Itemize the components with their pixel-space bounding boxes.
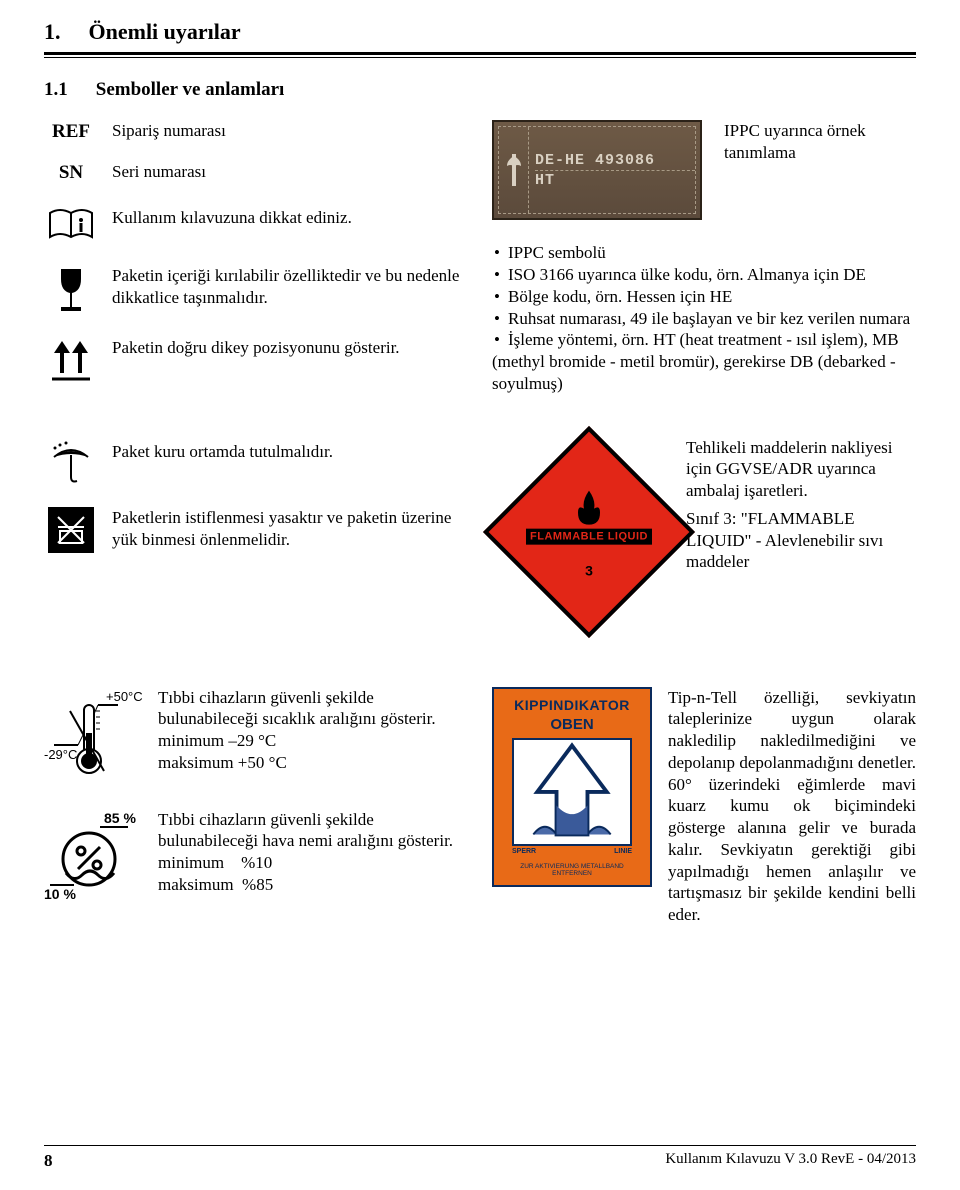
section-number: 1. <box>44 18 61 46</box>
temp-max: maksimum +50 °C <box>158 752 468 774</box>
temp-lower: -29°C <box>44 747 77 762</box>
manual-icon <box>44 207 98 243</box>
row-tip-n-tell: KIPPINDIKATOR OBEN SPERR LINIE ZUR AKTIV… <box>492 687 916 926</box>
flammable-desc: Tehlikeli maddelerin nakliyesi için GGVS… <box>686 437 916 574</box>
ippc-bullet: Ruhsat numarası, 49 ile başlayan ve bir … <box>492 308 916 330</box>
section-title: Önemli uyarılar <box>89 18 241 46</box>
lower-right: KIPPINDIKATOR OBEN SPERR LINIE ZUR AKTIV… <box>492 687 916 948</box>
sn-label: SN <box>44 161 98 185</box>
humid-upper: 85 % <box>104 810 136 826</box>
content-columns: REF Sipariş numarası SN Seri numarası Ku… <box>44 120 916 638</box>
row-humidity: 85 % 10 % Tıbbi cihazların güvenli şekil… <box>44 809 468 899</box>
ippc-line1: DE-HE 493086 <box>535 151 695 171</box>
footer-right: Kullanım Kılavuzu V 3.0 RevE - 04/2013 <box>665 1150 916 1172</box>
sn-desc: Seri numarası <box>112 161 468 183</box>
heading-divider <box>44 57 916 58</box>
lower-columns: +50°C -29°C Tıbbi cihazların güvenli şek… <box>44 687 916 948</box>
row-upright: Paketin doğru dikey pozisyonunu gösterir… <box>44 337 468 383</box>
flammable-class: 3 <box>585 562 593 580</box>
ref-label: REF <box>44 120 98 144</box>
temperature-desc: Tıbbi cihazların güvenli şekilde bulunab… <box>158 687 468 774</box>
flammable-liquid-icon: FLAMMABLE LIQUID 3 <box>492 437 672 617</box>
humid-min: minimum %10 <box>158 852 468 874</box>
ippc-plate-icon: DE-HE 493086 HT <box>492 120 702 220</box>
section-heading: 1. Önemli uyarılar <box>44 18 916 55</box>
tip-desc: Tip-n-Tell özelliği, sevkiyatın talepler… <box>668 687 916 926</box>
subsection-heading: 1.1 Semboller ve anlamları <box>44 78 916 102</box>
row-temperature: +50°C -29°C Tıbbi cihazların güvenli şek… <box>44 687 468 787</box>
temp-min: minimum –29 °C <box>158 730 468 752</box>
ippc-bullet: ISO 3166 uyarınca ülke kodu, örn. Almany… <box>492 264 916 286</box>
row-fragile: Paketin içeriği kırılabilir özelliktedir… <box>44 265 468 315</box>
ippc-bullet: Bölge kodu, örn. Hessen için HE <box>492 286 916 308</box>
humid-max: maksimum %85 <box>158 874 468 896</box>
flammable-desc-p2: Sınıf 3: "FLAMMABLE LIQUID" - Alevlenebi… <box>686 508 916 573</box>
row-manual: Kullanım kılavuzuna dikkat ediniz. <box>44 207 468 243</box>
ref-desc: Sipariş numarası <box>112 120 468 142</box>
temp-desc: Tıbbi cihazların güvenli şekilde bulunab… <box>158 687 468 731</box>
nostack-desc: Paketlerin istiflenmesi yasaktır ve pake… <box>112 507 468 551</box>
row-nostack: Paketlerin istiflenmesi yasaktır ve pake… <box>44 507 468 553</box>
tip-n-tell-icon: KIPPINDIKATOR OBEN SPERR LINIE ZUR AKTIV… <box>492 687 652 887</box>
left-column: REF Sipariş numarası SN Seri numarası Ku… <box>44 120 468 638</box>
fragile-icon <box>44 265 98 315</box>
keep-dry-icon <box>44 441 98 485</box>
tip-sub: OBEN <box>550 715 593 734</box>
ippc-bullets: IPPC sembolü ISO 3166 uyarınca ülke kodu… <box>492 242 916 394</box>
humidity-range-icon: 85 % 10 % <box>44 809 144 899</box>
lower-left: +50°C -29°C Tıbbi cihazların güvenli şek… <box>44 687 468 948</box>
manual-desc: Kullanım kılavuzuna dikkat ediniz. <box>112 207 468 229</box>
row-ippc-plate: DE-HE 493086 HT IPPC uyarınca örnek tanı… <box>492 120 916 220</box>
page-number: 8 <box>44 1150 53 1172</box>
row-sn: SN Seri numarası <box>44 161 468 185</box>
humidity-desc: Tıbbi cihazların güvenli şekilde bulunab… <box>158 809 468 896</box>
ippc-line2: HT <box>535 171 695 190</box>
dry-desc: Paket kuru ortamda tutulmalıdır. <box>112 441 468 463</box>
tip-left-label: SPERR <box>512 848 536 857</box>
upright-icon <box>44 337 98 383</box>
humid-lower: 10 % <box>44 886 76 899</box>
right-column: DE-HE 493086 HT IPPC uyarınca örnek tanı… <box>492 120 916 638</box>
ippc-bullet: IPPC sembolü <box>492 242 916 264</box>
upright-desc: Paketin doğru dikey pozisyonunu gösterir… <box>112 337 468 359</box>
ippc-caption: IPPC uyarınca örnek tanımlama <box>716 120 916 164</box>
subsection-title: Semboller ve anlamları <box>96 78 285 102</box>
page-footer: 8 Kullanım Kılavuzu V 3.0 RevE - 04/2013 <box>44 1145 916 1172</box>
tip-right-label: LINIE <box>614 848 632 857</box>
no-stack-icon <box>44 507 98 553</box>
row-flammable: FLAMMABLE LIQUID 3 Tehlikeli maddelerin … <box>492 437 916 617</box>
tip-title: KIPPINDIKATOR <box>514 697 630 715</box>
temperature-range-icon: +50°C -29°C <box>44 687 144 787</box>
ippc-bullet: İşleme yöntemi, örn. HT (heat treatment … <box>492 329 916 394</box>
humid-desc: Tıbbi cihazların güvenli şekilde bulunab… <box>158 809 468 853</box>
flammable-label: FLAMMABLE LIQUID <box>526 528 652 544</box>
row-dry: Paket kuru ortamda tutulmalıdır. <box>44 441 468 485</box>
subsection-number: 1.1 <box>44 78 68 102</box>
fragile-desc: Paketin içeriği kırılabilir özelliktedir… <box>112 265 468 309</box>
temp-upper: +50°C <box>106 689 143 704</box>
flammable-desc-p1: Tehlikeli maddelerin nakliyesi için GGVS… <box>686 437 916 502</box>
tip-smalltext: ZUR AKTIVIERUNG METALLBAND ENTFERNEN <box>494 863 650 877</box>
row-ref: REF Sipariş numarası <box>44 120 468 144</box>
